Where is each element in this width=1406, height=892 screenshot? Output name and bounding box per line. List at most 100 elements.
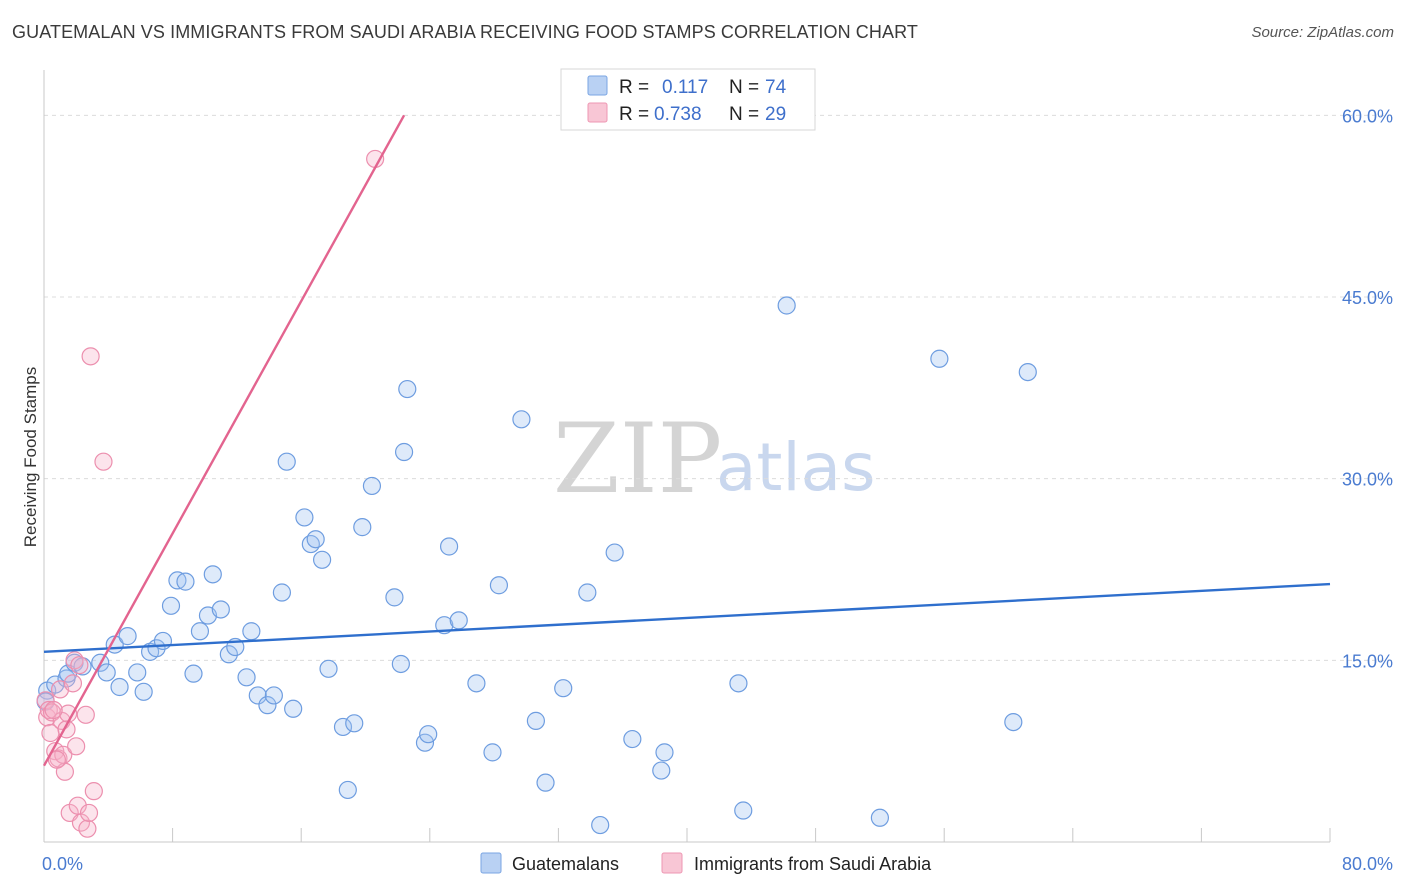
guatemalans-point-66 [729,674,748,693]
saudi-arabia-point-28 [70,656,89,675]
saudi-arabia-point-20 [79,803,99,823]
guatemalans-point-28 [248,686,267,705]
guatemalans-trend-line [43,582,1331,654]
guatemalans-point-31 [272,583,292,602]
legend-swatch-saudi-arabia [587,102,608,123]
guatemalans-point-30 [264,686,283,705]
guatemalans-point-10 [118,627,137,646]
guatemalans-point-51 [439,537,459,556]
series-legend: Guatemalans Immigrants from Saudi Arabia [480,852,932,874]
guatemalans-point-59 [554,679,573,698]
legend-r-label-2: R = [619,104,649,125]
saudi-arabia-trend-line [42,114,406,767]
x-tick-label-1: 80.0% [1342,854,1393,874]
series-label-saudi-arabia: Immigrants from Saudi Arabia [694,854,932,874]
legend-n-label-2: N = [729,104,759,125]
y-axis-label: Receiving Food Stamps [21,367,40,547]
legend-n-value-1: 74 [765,77,787,98]
stats-legend: R = 0.117 N = 74 R = 0.738 N = 29 [560,68,816,131]
guatemalans-point-19 [184,664,203,683]
source-credit: Source: ZipAtlas.com [1251,24,1394,41]
guatemalans-point-54 [483,743,502,762]
guatemalans-point-33 [284,699,303,718]
guatemalans-point-27 [242,622,261,641]
saudi-arabia-point-14 [63,674,83,693]
guatemalans-point-42 [353,518,372,537]
saudi-arabia-point-2 [39,700,58,720]
saudi-arabia-points [36,149,385,838]
guatemalans-point-9 [110,677,129,697]
guatemalans-point-64 [652,761,671,780]
guatemalans-point-20 [190,622,210,641]
guatemalans-point-72 [1018,362,1037,382]
chart-title: GUATEMALAN VS IMMIGRANTS FROM SAUDI ARAB… [12,22,918,42]
guatemalans-point-12 [134,682,153,701]
grid-lines [44,114,1392,661]
guatemalans-point-60 [578,583,597,602]
guatemalans-point-18 [176,572,195,591]
y-tick-label-3: 60.0% [1342,106,1393,126]
guatemalans-point-69 [870,808,890,827]
legend-n-value-2: 29 [765,104,786,125]
guatemalans-point-36 [306,530,325,549]
guatemalans-point-57 [526,711,545,730]
watermark-zip: ZIP [553,403,722,515]
guatemalans-point-22 [203,565,222,584]
saudi-arabia-point-18 [76,705,95,724]
guatemalans-point-34 [295,508,314,527]
guatemalans-point-41 [345,714,364,733]
guatemalans-point-43 [362,476,382,496]
guatemalans-point-45 [391,654,410,674]
guatemalans-point-70 [930,349,949,368]
guatemalans-point-52 [449,611,468,630]
guatemalans-point-44 [385,588,404,607]
guatemalans-point-49 [419,725,438,744]
guatemalans-point-23 [211,600,230,619]
guatemalans-point-58 [536,773,555,792]
guatemalans-point-65 [655,743,674,762]
legend-swatch-guatemalans [587,75,608,96]
guatemalans-point-62 [605,543,624,562]
watermark-atlas: atlas [716,429,876,506]
guatemalans-point-37 [312,550,332,569]
legend-r-label-1: R = [619,77,649,98]
x-tick-label-0: 0.0% [42,854,83,874]
saudi-arabia-point-21 [84,782,103,801]
saudi-arabia-point-15 [67,737,86,756]
guatemalans-point-67 [734,801,753,820]
guatemalans-point-38 [319,659,338,678]
guatemalans-point-32 [277,452,296,471]
guatemalans-points [36,296,1037,835]
series-label-guatemalans: Guatemalans [512,854,619,874]
guatemalans-point-55 [489,576,509,595]
saudi-arabia-point-19 [78,819,97,838]
guatemalans-point-56 [512,410,531,429]
guatemalans-point-26 [237,668,256,687]
series-swatch-guatemalans [480,852,502,874]
y-tick-label-2: 45.0% [1342,288,1393,308]
series-swatch-saudi-arabia [661,852,683,874]
guatemalans-point-40 [338,780,357,800]
guatemalans-point-63 [623,729,642,749]
guatemalans-point-61 [591,815,610,835]
guatemalans-point-53 [467,674,486,693]
saudi-arabia-point-22 [81,347,100,366]
saudi-arabia-point-23 [94,452,113,471]
x-ticks [172,828,1331,842]
guatemalans-point-39 [333,717,353,737]
x-tick-labels: 0.0% 80.0% [42,854,1393,874]
y-tick-labels: 15.0% 30.0% 45.0% 60.0% [1342,106,1393,671]
saudi-arabia-point-25 [44,700,63,720]
guatemalans-point-11 [128,663,147,682]
trend-lines [42,114,1331,767]
legend-r-value-1: 0.117 [662,77,708,98]
y-tick-label-0: 15.0% [1342,651,1393,671]
guatemalans-point-7 [97,663,116,682]
guatemalans-point-24 [219,645,238,664]
guatemalans-point-14 [147,639,166,658]
legend-r-value-2: 0.738 [654,104,702,125]
guatemalans-point-47 [398,379,417,399]
guatemalans-point-46 [394,442,414,462]
guatemalans-point-68 [777,296,796,315]
